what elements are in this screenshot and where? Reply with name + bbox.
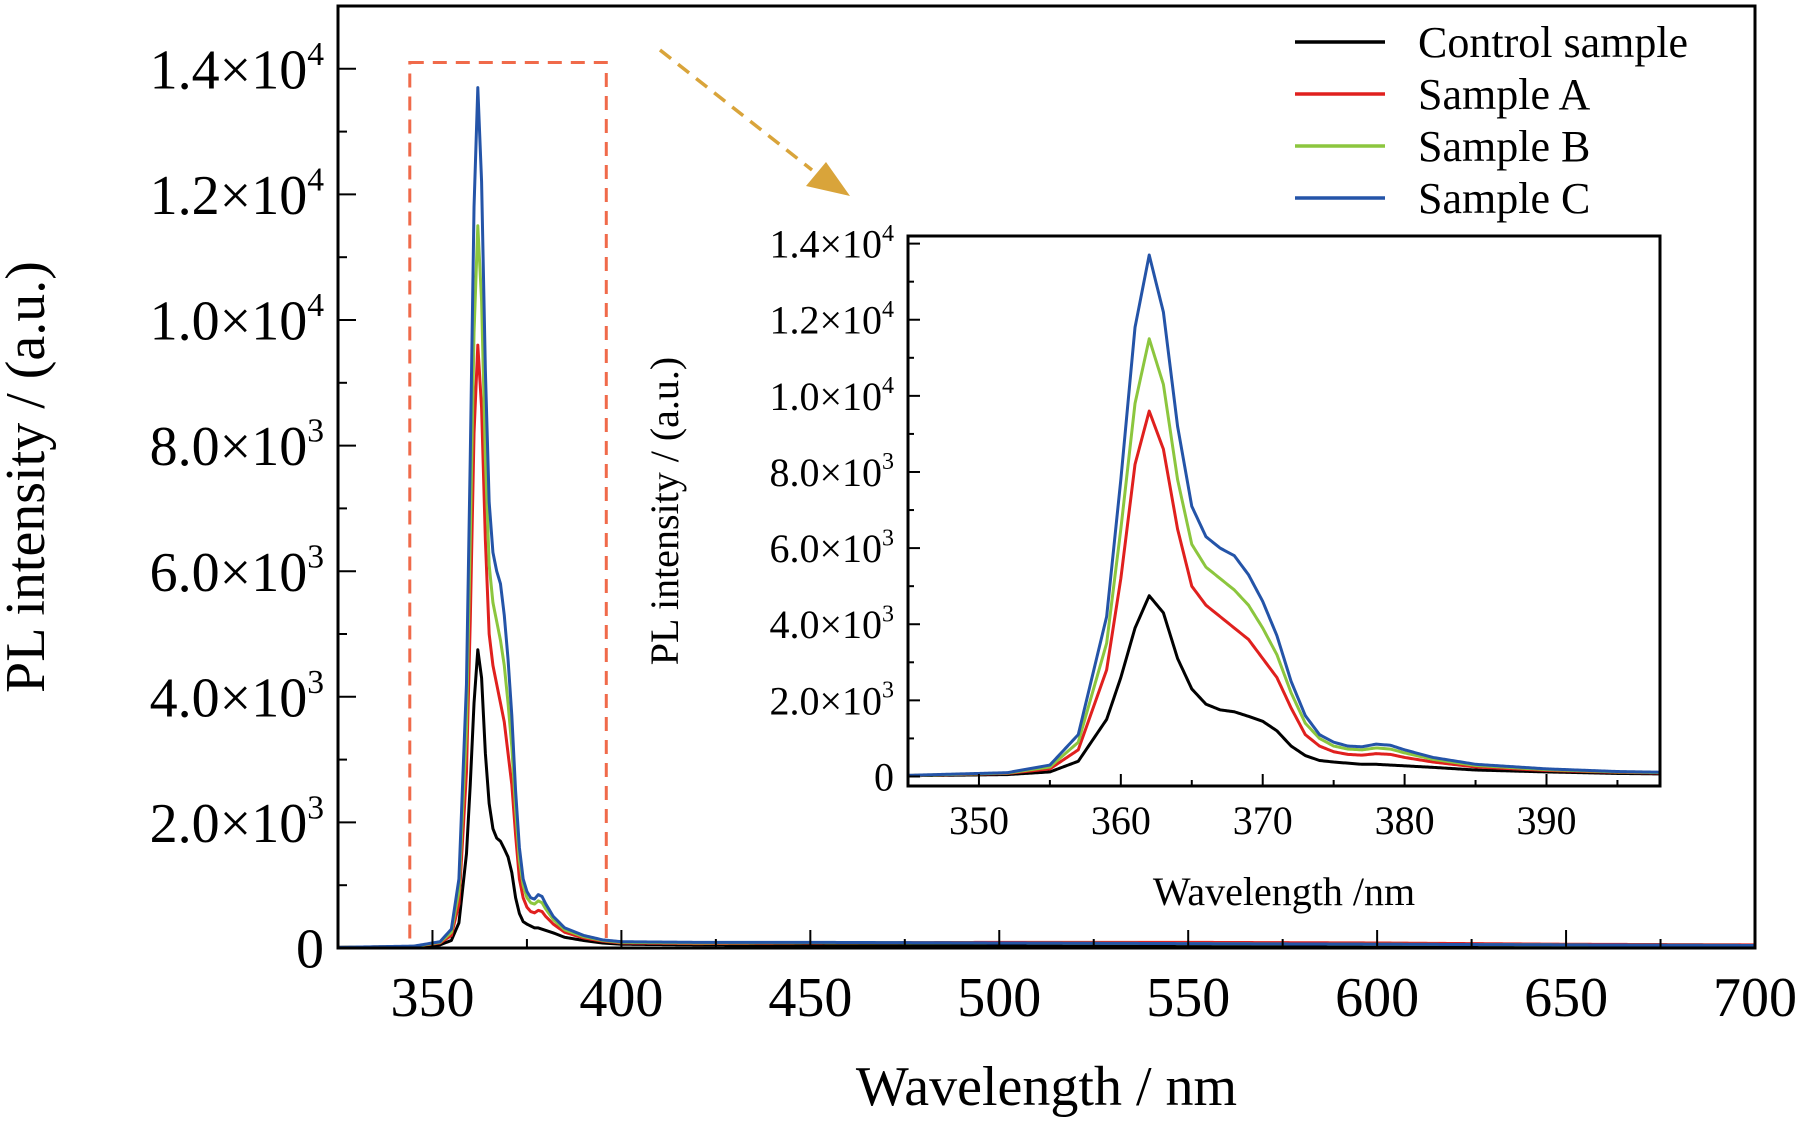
inset-plot-y-tick-label: 1.0×104	[769, 373, 894, 419]
inset-plot: 350 360 370 380 39002.0×1034.0×1036.0×1038.0…	[642, 221, 1662, 914]
main-plot-y-tick-mantissa: 1.4×10	[150, 39, 308, 101]
inset-plot-x-tick-label: 350	[949, 798, 1009, 843]
main-plot-y-tick-mantissa: 8.0×10	[150, 416, 308, 478]
main-plot-y-tick-mantissa: 1.0×10	[150, 291, 308, 353]
main-plot-y-tick-exponent: 3	[307, 789, 324, 826]
main-plot-x-tick-label: 450	[768, 967, 852, 1029]
inset-plot-y-tick-mantissa: 1.2×10	[769, 298, 882, 343]
main-plot-y-tick-exponent: 4	[307, 287, 324, 324]
main-plot: 350 400 450 500 550 600 650 70002.0×1034.0×1036…	[0, 4, 1797, 1118]
inset-plot-y-tick-exponent: 4	[882, 297, 894, 323]
inset-plot-y-tick-exponent: 3	[882, 678, 894, 704]
zoom-region-box	[408, 61, 608, 950]
main-plot-x-tick-label: 700	[1713, 967, 1797, 1029]
inset-plot-y-tick-mantissa: 2.0×10	[769, 678, 882, 723]
inset-plot-y-tick-label: 8.0×103	[769, 449, 894, 495]
main-plot-y-tick-mantissa: 1.2×10	[150, 165, 308, 227]
main-plot-series-group	[338, 86, 1755, 948]
inset-plot-y-tick-exponent: 3	[882, 601, 894, 627]
zoom-arrow-line	[658, 48, 814, 172]
inset-plot-y-tick-mantissa: 8.0×10	[769, 450, 882, 495]
legend-label-2: Sample B	[1418, 122, 1590, 171]
inset-plot-background	[908, 236, 1660, 786]
legend-label-1: Sample A	[1418, 70, 1591, 119]
inset-plot-y-tick-label: 1.4×104	[769, 221, 894, 267]
inset-plot-x-tick-label: 360	[1091, 798, 1151, 843]
inset-plot-y-tick-label: 0	[874, 754, 894, 799]
main-plot-y-tick-label: 1.2×104	[150, 161, 325, 227]
inset-plot-y-tick-mantissa: 1.0×10	[769, 374, 882, 419]
main-plot-y-tick-exponent: 4	[307, 161, 324, 198]
inset-plot-y-tick-exponent: 4	[882, 373, 894, 399]
main-plot-series-sample-c	[338, 86, 1755, 948]
main-plot-y-tick-label: 4.0×103	[150, 664, 324, 730]
zoom-arrow-head	[806, 162, 850, 196]
legend-label-0: Control sample	[1418, 18, 1688, 67]
inset-plot-y-tick-label: 2.0×103	[769, 678, 894, 724]
inset-plot-series-sample-c	[908, 253, 1660, 777]
inset-plot-x-tick-label: 380	[1375, 798, 1435, 843]
inset-plot-y-tick-label: 4.0×103	[769, 601, 894, 647]
main-plot-y-tick-mantissa: 0	[296, 919, 324, 981]
inset-plot-y-tick-mantissa: 1.4×10	[769, 222, 882, 267]
inset-plot-y-tick-mantissa: 6.0×10	[769, 526, 882, 571]
inset-plot-y-tick-label: 1.2×104	[769, 297, 894, 343]
inset-plot-series-control-sample	[908, 594, 1660, 778]
main-plot-y-axis-title: PL intensity / (a.u.)	[0, 261, 57, 693]
main-plot-frame	[336, 4, 1757, 950]
inset-plot-y-tick-mantissa: 0	[874, 754, 894, 799]
main-plot-y-tick-label: 2.0×103	[150, 789, 324, 855]
main-plot-y-tick-exponent: 3	[307, 413, 324, 450]
inset-plot-x-axis-title: Wavelength /nm	[1153, 869, 1415, 914]
legend-label-3: Sample C	[1418, 174, 1590, 223]
inset-plot-x-tick-label: 370	[1233, 798, 1293, 843]
main-plot-x-tick-label: 350	[390, 967, 474, 1029]
main-plot-x-tick-label: 650	[1524, 967, 1608, 1029]
inset-plot-y-tick-label: 6.0×103	[769, 525, 894, 571]
main-plot-y-tick-exponent: 4	[307, 36, 324, 73]
main-plot-x-tick-label: 500	[957, 967, 1041, 1029]
main-plot-y-tick-label: 1.0×104	[150, 287, 325, 353]
main-plot-x-tick-label: 600	[1335, 967, 1419, 1029]
main-plot-y-tick-label: 0	[296, 919, 324, 981]
main-plot-x-tick-label: 400	[579, 967, 663, 1029]
main-plot-y-tick-mantissa: 2.0×10	[150, 793, 308, 855]
main-plot-y-tick-exponent: 3	[307, 538, 324, 575]
main-plot-y-tick-mantissa: 6.0×10	[150, 542, 308, 604]
inset-plot-y-tick-exponent: 3	[882, 449, 894, 475]
main-plot-x-axis-title: Wavelength / nm	[856, 1056, 1237, 1118]
main-plot-y-tick-exponent: 3	[307, 664, 324, 701]
main-plot-y-tick-label: 1.4×104	[150, 36, 325, 102]
main-plot-y-tick-label: 8.0×103	[150, 413, 324, 479]
inset-plot-y-tick-exponent: 4	[882, 221, 894, 247]
inset-plot-y-axis-title: PL intensity / (a.u.)	[642, 357, 687, 665]
inset-plot-series-group	[908, 253, 1660, 778]
main-plot-y-tick-label: 6.0×103	[150, 538, 324, 604]
inset-plot-x-tick-label: 390	[1516, 798, 1576, 843]
inset-plot-y-tick-mantissa: 4.0×10	[769, 602, 882, 647]
main-plot-x-tick-label: 550	[1146, 967, 1230, 1029]
inset-plot-y-tick-exponent: 3	[882, 525, 894, 551]
main-plot-y-tick-mantissa: 4.0×10	[150, 667, 308, 729]
